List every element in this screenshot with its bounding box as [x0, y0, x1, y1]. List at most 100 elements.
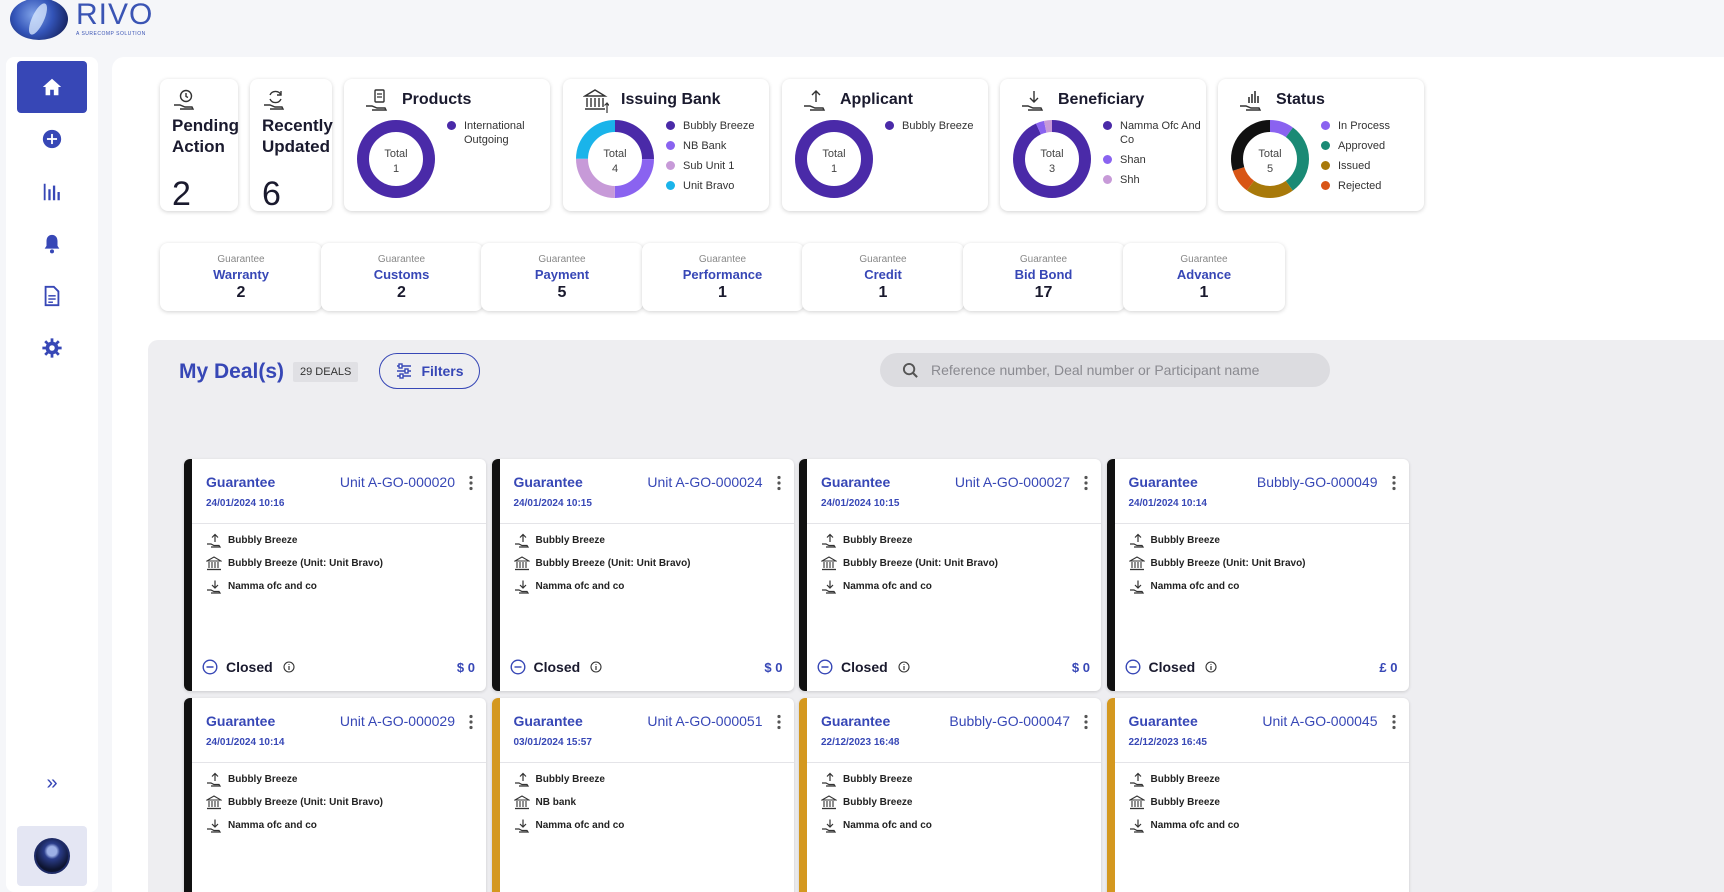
filters-button[interactable]: Filters — [379, 353, 480, 389]
legend-item[interactable]: NB Bank — [666, 139, 776, 153]
applicant-card[interactable]: Applicant Total 1 Bubbly Breeze — [782, 79, 988, 211]
beneficiary-icon — [822, 580, 837, 594]
donut-slice-2[interactable] — [1013, 120, 1091, 198]
legend-item[interactable]: Shan — [1103, 153, 1213, 167]
deal-card[interactable]: Guarantee Unit A-GO-000027 24/01/2024 10:1… — [799, 459, 1101, 691]
sidebar-item-create[interactable] — [17, 113, 87, 165]
donut-slice-0[interactable] — [576, 120, 654, 198]
deal-beneficiary: Namma ofc and co — [514, 579, 624, 594]
legend-item[interactable]: Shh — [1103, 173, 1213, 187]
status-card[interactable]: Status Total 5 In Process Approved Issued Reje… — [1218, 79, 1424, 211]
deal-menu-button[interactable] — [776, 475, 782, 491]
guarantee-type-card-bid-bond[interactable]: Guarantee Bid Bond 17 — [962, 243, 1125, 311]
donut-slice-1[interactable] — [1231, 120, 1309, 198]
deal-reference[interactable]: Unit A-GO-000051 — [647, 713, 763, 729]
guarantee-type-card-credit[interactable]: Guarantee Credit 1 — [802, 243, 964, 311]
legend-item[interactable]: Bubbly Breeze — [666, 119, 776, 133]
deal-reference[interactable]: Bubbly-GO-000047 — [949, 713, 1070, 729]
issuing-bank-legend: Bubbly Breeze NB Bank Sub Unit 1 Unit Bravo — [666, 119, 776, 204]
guarantee-type-caption: Guarantee — [377, 254, 426, 265]
deal-menu-button[interactable] — [1391, 475, 1397, 491]
deal-applicant: Bubbly Breeze — [514, 772, 605, 787]
deal-beneficiary-label: Namma ofc and co — [843, 581, 932, 592]
sidebar-item-reports[interactable] — [17, 166, 87, 218]
guarantee-type-card-advance[interactable]: Guarantee Advance 1 — [1123, 243, 1285, 311]
deal-menu-button[interactable] — [468, 475, 474, 491]
legend-item[interactable]: Approved — [1321, 139, 1431, 153]
legend-item[interactable]: Sub Unit 1 — [666, 159, 776, 173]
donut-slice-0[interactable] — [357, 120, 435, 198]
deal-status: Closed — [202, 659, 295, 675]
deal-reference[interactable]: Bubbly-GO-000049 — [1256, 474, 1378, 490]
legend-dot — [666, 121, 675, 130]
info-icon[interactable] — [283, 661, 295, 673]
legend-item[interactable]: Unit Bravo — [666, 179, 776, 193]
products-card[interactable]: Products Total 1 International Outgoing — [344, 79, 550, 211]
deal-beneficiary-label: Namma ofc and co — [843, 820, 932, 831]
guarantee-type-card-warranty[interactable]: Guarantee Warranty 2 — [160, 243, 322, 311]
deal-card[interactable]: Guarantee Bubbly-GO-000049 24/01/2024 10:1… — [1106, 459, 1409, 691]
deal-reference[interactable]: Unit A-GO-000029 — [339, 713, 455, 729]
deal-reference[interactable]: Unit A-GO-000045 — [1262, 713, 1378, 729]
sidebar-item-documents[interactable] — [17, 270, 87, 322]
deal-divider — [499, 523, 794, 524]
sidebar-item-home[interactable] — [17, 61, 87, 113]
closed-status-icon — [202, 659, 218, 675]
expand-sidebar-button[interactable]: » — [46, 771, 58, 794]
legend-dot — [666, 181, 675, 190]
legend-item[interactable]: Rejected — [1321, 179, 1431, 193]
guarantee-type-card-performance[interactable]: Guarantee Performance 1 — [641, 243, 804, 311]
deal-applicant-label: Bubbly Breeze — [228, 774, 298, 785]
guarantee-type-name: Credit — [864, 267, 902, 282]
legend-item[interactable]: In Process — [1321, 119, 1431, 133]
deal-beneficiary-label: Namma ofc and co — [228, 820, 317, 831]
deal-reference[interactable]: Unit A-GO-000020 — [339, 474, 455, 490]
deal-menu-button[interactable] — [468, 714, 474, 730]
sidebar-item-notifications[interactable] — [17, 218, 87, 270]
legend-label: Bubbly Breeze — [683, 120, 755, 132]
main-content: Pending Action 2 Recently Updated 6 Prod… — [112, 57, 1724, 892]
guarantee-type-card-customs[interactable]: Guarantee Customs 2 — [320, 243, 483, 311]
legend-item[interactable]: International Outgoing — [447, 119, 557, 147]
user-profile-button[interactable] — [17, 826, 87, 886]
info-icon[interactable] — [590, 661, 602, 673]
donut-slice-2[interactable] — [1231, 120, 1309, 198]
deal-reference[interactable]: Unit A-GO-000024 — [647, 474, 763, 490]
deal-menu-button[interactable] — [1391, 714, 1397, 730]
deal-card[interactable]: Guarantee Unit A-GO-000020 24/01/2024 10:1… — [184, 459, 486, 691]
deal-menu-button[interactable] — [1083, 475, 1089, 491]
search-input[interactable] — [931, 362, 1311, 378]
deal-card[interactable]: Guarantee Unit A-GO-000029 24/01/2024 10:1… — [184, 698, 486, 892]
donut-slice-4[interactable] — [1231, 120, 1309, 198]
sidebar-item-settings[interactable] — [17, 322, 87, 374]
deal-type: Guarantee — [1128, 713, 1198, 729]
legend-item[interactable]: Issued — [1321, 159, 1431, 173]
deal-card[interactable]: Guarantee Unit A-GO-000045 22/12/2023 16:4… — [1106, 698, 1409, 892]
deal-applicant-label: Bubbly Breeze — [1150, 774, 1220, 785]
beneficiary-card[interactable]: Beneficiary Total 3 Namma Ofc And Co Shan Shh — [1000, 79, 1206, 211]
guarantee-type-name: Bid Bond — [1014, 267, 1073, 282]
deal-reference[interactable]: Unit A-GO-000027 — [954, 474, 1070, 490]
pending-action-card[interactable]: Pending Action 2 — [160, 79, 239, 213]
legend-item[interactable]: Namma Ofc And Co — [1103, 119, 1213, 147]
guarantee-type-card-payment[interactable]: Guarantee Payment 5 — [481, 243, 643, 311]
donut-slice-2[interactable] — [576, 120, 654, 198]
recently-updated-card[interactable]: Recently Updated 6 — [250, 79, 333, 213]
info-icon[interactable] — [1205, 661, 1217, 673]
deal-card[interactable]: Guarantee Unit A-GO-000051 03/01/2024 15:5… — [491, 698, 794, 892]
donut-total-label: Total — [1258, 148, 1282, 160]
deal-card[interactable]: Guarantee Bubbly-GO-000047 22/12/2023 16:4… — [799, 698, 1101, 892]
legend-item[interactable]: Bubbly Breeze — [885, 119, 995, 133]
deal-menu-button[interactable] — [776, 714, 782, 730]
deal-card[interactable]: Guarantee Unit A-GO-000024 24/01/2024 10:1… — [491, 459, 794, 691]
issuing-bank-card[interactable]: Issuing Bank Total 4 Bubbly Breeze NB Bank Su… — [563, 79, 769, 211]
beneficiary-icon — [514, 580, 529, 594]
guarantee-type-count: 17 — [1034, 284, 1053, 301]
search-icon — [902, 362, 918, 378]
deal-menu-button[interactable] — [1083, 714, 1089, 730]
deal-amount: £ 0 — [1379, 660, 1398, 675]
donut-slice-1[interactable] — [576, 120, 654, 198]
donut-slice-0[interactable] — [795, 120, 873, 198]
search-box[interactable] — [880, 353, 1330, 387]
info-icon[interactable] — [898, 661, 910, 673]
